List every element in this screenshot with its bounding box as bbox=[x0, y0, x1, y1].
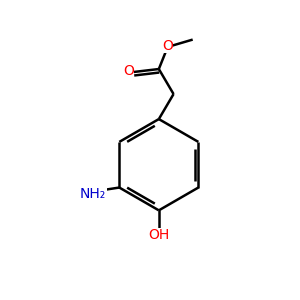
Text: O: O bbox=[123, 64, 134, 78]
Text: OH: OH bbox=[148, 228, 169, 242]
Text: NH₂: NH₂ bbox=[80, 187, 106, 201]
Text: O: O bbox=[162, 39, 173, 53]
